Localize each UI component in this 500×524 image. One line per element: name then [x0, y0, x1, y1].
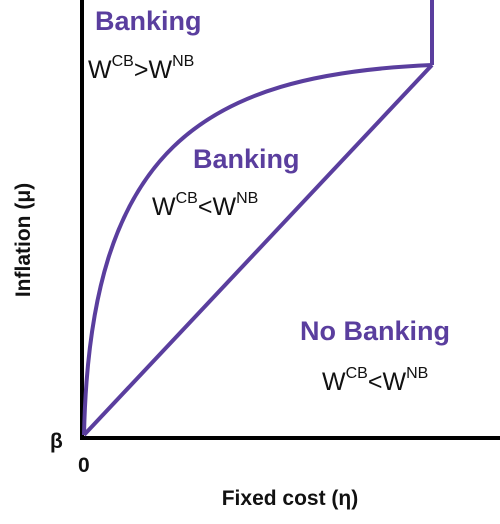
region-condition: WCB<WNB	[152, 190, 258, 221]
region-title: Banking	[193, 144, 300, 174]
region-condition: WCB>WNB	[88, 53, 194, 84]
origin-y-label: β	[50, 430, 63, 453]
region-title: Banking	[95, 6, 202, 36]
x-axis-label: Fixed cost (η)	[222, 487, 359, 510]
region-condition: WCB<WNB	[322, 365, 428, 396]
region-title: No Banking	[300, 316, 450, 346]
origin-x-label: 0	[78, 454, 90, 477]
y-axis-label: Inflation (μ)	[12, 183, 35, 297]
boundary-line	[82, 63, 434, 437]
boundary-curve	[82, 63, 433, 436]
